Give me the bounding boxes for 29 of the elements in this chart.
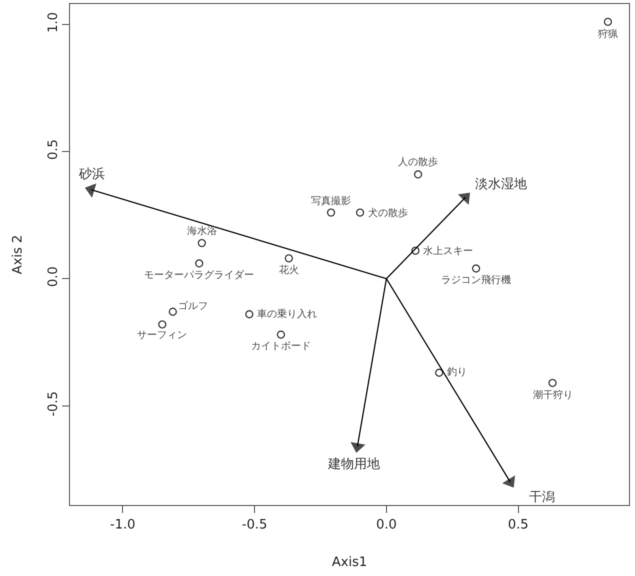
series-label: 砂浜 xyxy=(78,167,105,182)
x-tick-label: 0.5 xyxy=(508,518,529,533)
x-axis-title: Axis1 xyxy=(332,555,368,570)
series-label: 干潟 xyxy=(529,490,555,505)
annotation: カイトボード xyxy=(251,341,311,352)
annotation: 海水浴 xyxy=(187,225,217,237)
annotation: モーターパラグライダー xyxy=(144,269,254,281)
annotation: 花火 xyxy=(279,264,299,276)
annotation: 車の乗り入れ xyxy=(257,308,317,320)
annotation: 水上スキー xyxy=(423,245,473,257)
x-tick-label: 0.0 xyxy=(376,518,397,533)
annotation: 潮干狩り xyxy=(533,389,573,401)
x-tick-label: -1.0 xyxy=(110,518,136,533)
y-tick-label: 0.5 xyxy=(46,139,61,160)
annotation: 写真撮影 xyxy=(311,195,351,207)
annotation: 釣り xyxy=(447,367,467,378)
annotation: ゴルフ xyxy=(178,300,208,312)
y-tick-label: 0.0 xyxy=(46,266,61,288)
annotation: 犬の散歩 xyxy=(368,207,408,219)
annotation: サーフィン xyxy=(137,330,187,341)
annotation: 狩猟 xyxy=(598,28,618,40)
y-tick-label: -0.5 xyxy=(46,391,61,417)
annotation: 人の散歩 xyxy=(398,156,438,168)
y-tick-label: 1.0 xyxy=(46,12,61,33)
series-label: 建物用地 xyxy=(327,457,380,472)
series-label: 淡水湿地 xyxy=(475,177,527,192)
annotation: ラジコン飛行機 xyxy=(441,274,511,286)
x-tick-label: -0.5 xyxy=(242,518,268,533)
y-axis-title: Axis 2 xyxy=(10,234,26,274)
